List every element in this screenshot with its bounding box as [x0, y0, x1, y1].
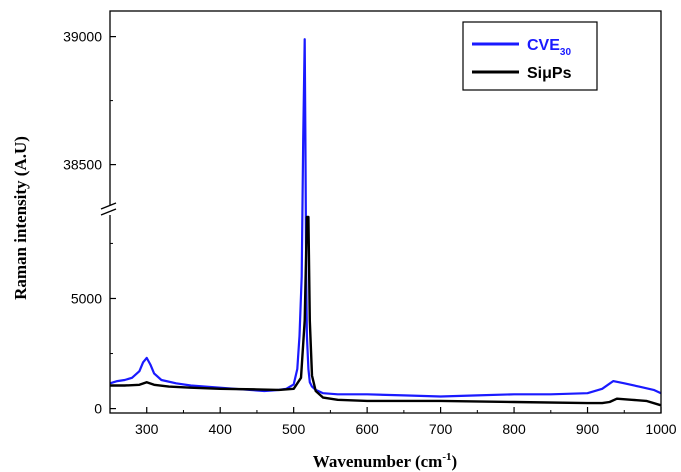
- y-tick-label-38500: 38500: [63, 157, 102, 173]
- x-tick-label-400: 400: [209, 421, 233, 437]
- legend-label-cve30: CVE30: [527, 37, 571, 58]
- y-tick-label-5000: 5000: [71, 290, 102, 306]
- x-tick-label-800: 800: [502, 421, 526, 437]
- axis-break-mark-upper: [100, 202, 117, 210]
- legend: CVE30 SiμPs: [462, 21, 598, 91]
- y-axis-title: Raman intensity (A.U): [11, 136, 30, 300]
- x-tick-label-500: 500: [282, 421, 306, 437]
- x-tick-label-1000: 1000: [645, 421, 676, 437]
- axis-break-mark-lower: [100, 208, 117, 216]
- x-tick-label-700: 700: [429, 421, 453, 437]
- axis-break-gap: [104, 205, 116, 215]
- series-line-siups-0: [110, 215, 662, 407]
- plot-area: [109, 38, 662, 407]
- x-tick-label-900: 900: [576, 421, 600, 437]
- x-tick-label-600: 600: [355, 421, 379, 437]
- legend-box: [462, 21, 598, 91]
- axes: 300 400 500 600 700 800 900 1000 0 5000 38500 39000: [63, 10, 677, 437]
- y-tick-label-0: 0: [94, 401, 102, 417]
- legend-label-siups: SiμPs: [527, 65, 572, 82]
- x-tick-label-300: 300: [135, 421, 159, 437]
- series-line-cve30-0: [109, 38, 662, 398]
- x-axis-title: Wavenumber (cm-1): [313, 451, 457, 471]
- y-tick-label-39000: 39000: [63, 29, 102, 45]
